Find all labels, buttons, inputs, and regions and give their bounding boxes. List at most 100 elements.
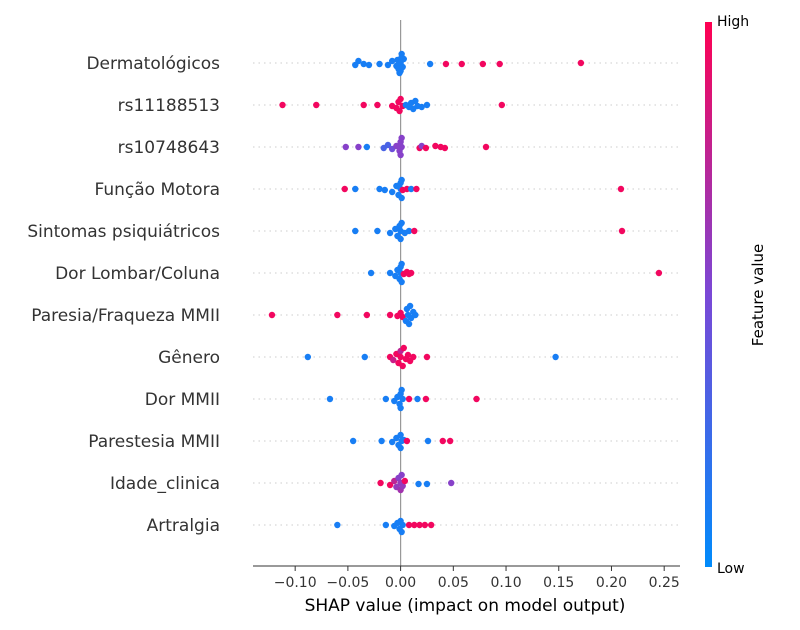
shap-point bbox=[398, 471, 405, 479]
shap-point bbox=[552, 353, 559, 361]
shap-point bbox=[393, 142, 400, 150]
shap-point bbox=[279, 101, 286, 109]
shap-point bbox=[388, 57, 396, 65]
shap-point bbox=[618, 227, 626, 235]
shap-point bbox=[404, 351, 412, 359]
shap-point bbox=[334, 311, 341, 319]
feature-label: Parestesia MMII bbox=[88, 432, 220, 452]
shap-point bbox=[374, 227, 381, 235]
x-tick-label: 0.10 bbox=[490, 575, 521, 591]
shap-point bbox=[432, 142, 439, 150]
shap-point bbox=[382, 395, 390, 403]
shap-point bbox=[398, 528, 405, 536]
shap-point bbox=[360, 60, 367, 68]
shap-point bbox=[342, 143, 349, 151]
shap-point bbox=[423, 101, 431, 109]
shap-point bbox=[397, 431, 404, 439]
shap-point bbox=[352, 185, 359, 193]
feature-label: Paresia/Fraqueza MMII bbox=[31, 306, 220, 326]
shap-point bbox=[397, 235, 404, 243]
shap-point bbox=[407, 269, 415, 277]
x-tick-label: 0.05 bbox=[438, 575, 469, 591]
shap-point bbox=[326, 395, 334, 403]
shap-point bbox=[384, 61, 392, 69]
shap-point bbox=[482, 143, 490, 151]
shap-point bbox=[374, 101, 381, 109]
shap-point bbox=[479, 60, 487, 68]
shap-point bbox=[448, 479, 455, 487]
shap-point bbox=[411, 521, 418, 529]
shap-point bbox=[458, 60, 465, 68]
colorbar-title: Feature value bbox=[749, 244, 767, 346]
colorbar-high-label: High bbox=[717, 14, 749, 30]
feature-rows: Dermatológicos rs11188513 rs10748643 Função… bbox=[27, 54, 680, 536]
shap-point bbox=[401, 477, 409, 485]
shap-point bbox=[381, 186, 388, 194]
shap-point bbox=[415, 480, 422, 488]
shap-point bbox=[398, 278, 405, 286]
feature-label: Idade_clinica bbox=[110, 474, 220, 494]
x-axis: −0.10 −0.05 0.00 0.05 0.10 0.15 0.20 0.25 bbox=[253, 565, 680, 591]
shap-point bbox=[398, 176, 405, 184]
shap-point bbox=[617, 185, 625, 193]
shap-point bbox=[399, 395, 406, 403]
shap-point bbox=[363, 311, 371, 319]
shap-point bbox=[405, 320, 413, 328]
shap-point bbox=[390, 356, 397, 364]
shap-point bbox=[423, 480, 431, 488]
feature-label: Dor MMII bbox=[145, 390, 220, 410]
shap-point bbox=[496, 60, 503, 68]
shap-point bbox=[376, 185, 383, 193]
beeswarm-points bbox=[268, 50, 663, 536]
shap-point bbox=[399, 362, 406, 370]
feature-label: Dermatológicos bbox=[86, 54, 220, 74]
shap-point bbox=[426, 60, 434, 68]
x-tick-label: 0.00 bbox=[385, 575, 416, 591]
shap-point bbox=[397, 151, 404, 159]
shap-point bbox=[400, 55, 407, 63]
shap-point bbox=[423, 353, 431, 361]
shap-point bbox=[442, 60, 450, 68]
shap-point bbox=[405, 395, 413, 403]
shap-point bbox=[406, 302, 414, 310]
shap-point bbox=[367, 269, 375, 277]
shap-point bbox=[398, 386, 405, 394]
shap-point bbox=[349, 437, 357, 445]
shap-point bbox=[403, 437, 411, 445]
shap-point bbox=[386, 481, 394, 489]
shap-point bbox=[386, 229, 394, 237]
feature-label: rs11188513 bbox=[118, 96, 220, 116]
colorbar: High Low Feature value bbox=[705, 14, 767, 577]
shap-point bbox=[376, 60, 383, 68]
shap-point bbox=[355, 57, 362, 65]
shap-point bbox=[398, 260, 405, 268]
x-tick-label: −0.05 bbox=[326, 575, 369, 591]
shap-point bbox=[355, 143, 362, 151]
shap-point bbox=[341, 185, 348, 193]
shap-point bbox=[396, 107, 403, 115]
x-tick-label: 0.15 bbox=[543, 575, 574, 591]
colorbar-low-label: Low bbox=[717, 561, 745, 577]
shap-point bbox=[416, 521, 423, 529]
shap-point bbox=[399, 521, 406, 529]
shap-point bbox=[400, 344, 407, 352]
shap-point bbox=[398, 134, 405, 142]
shap-point bbox=[363, 143, 371, 151]
shap-point bbox=[397, 95, 404, 103]
x-tick-label: 0.25 bbox=[649, 575, 680, 591]
shap-point bbox=[422, 395, 430, 403]
shap-point bbox=[446, 437, 454, 445]
shap-point bbox=[396, 69, 403, 77]
shap-point bbox=[473, 395, 480, 403]
shap-point bbox=[384, 141, 392, 149]
shap-point bbox=[382, 521, 390, 529]
shap-point bbox=[361, 353, 368, 361]
shap-point bbox=[418, 103, 425, 111]
feature-label: Função Motora bbox=[94, 180, 220, 200]
x-tick-label: 0.20 bbox=[596, 575, 627, 591]
shap-point bbox=[398, 143, 405, 151]
shap-point bbox=[414, 395, 421, 403]
colorbar-gradient bbox=[705, 22, 712, 567]
shap-point bbox=[386, 269, 394, 277]
shap-point bbox=[399, 482, 406, 490]
